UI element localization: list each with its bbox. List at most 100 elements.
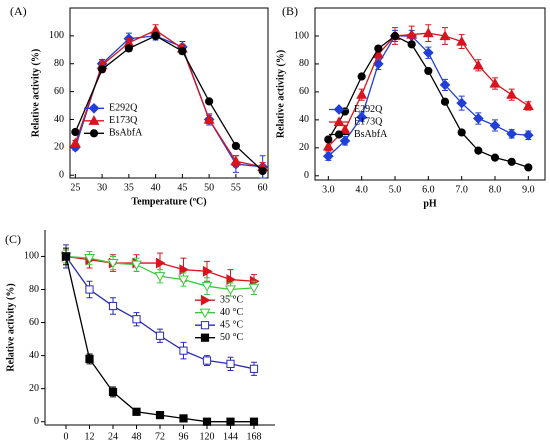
marker bbox=[98, 65, 107, 74]
marker bbox=[226, 359, 235, 368]
plot-frame bbox=[69, 7, 269, 179]
marker bbox=[71, 127, 80, 137]
marker bbox=[440, 97, 450, 106]
marker bbox=[474, 146, 483, 155]
y-tick-label: 40 bbox=[54, 114, 64, 125]
marker bbox=[457, 128, 466, 137]
y-tick-label: 60 bbox=[299, 86, 309, 97]
series-line bbox=[74, 29, 263, 168]
marker bbox=[201, 282, 213, 292]
x-tick-label: 30 bbox=[97, 182, 107, 193]
marker bbox=[248, 283, 260, 294]
x-axis-label: Temperature (ºC) bbox=[131, 196, 206, 207]
legend-marker bbox=[333, 104, 345, 115]
marker bbox=[202, 265, 213, 277]
marker bbox=[155, 257, 166, 269]
marker bbox=[356, 89, 368, 99]
panel-label: (A) bbox=[10, 4, 27, 18]
marker bbox=[61, 252, 71, 261]
marker bbox=[324, 135, 333, 144]
legend-marker bbox=[200, 321, 210, 330]
marker bbox=[339, 135, 351, 147]
legend-marker bbox=[334, 130, 344, 139]
marker bbox=[249, 417, 259, 426]
y-tick-label: 100 bbox=[294, 30, 309, 41]
x-tick-label: 144 bbox=[223, 431, 238, 442]
x-tick-label: 45 bbox=[177, 182, 187, 193]
marker bbox=[132, 315, 141, 324]
marker bbox=[456, 97, 467, 109]
marker bbox=[107, 258, 119, 269]
y-tick-label: 80 bbox=[29, 284, 39, 295]
marker bbox=[258, 166, 267, 176]
marker bbox=[424, 66, 433, 76]
marker bbox=[523, 129, 534, 141]
legend-label: 40 °C bbox=[220, 307, 243, 318]
marker bbox=[407, 40, 416, 49]
marker bbox=[178, 275, 189, 286]
marker bbox=[179, 414, 188, 423]
x-tick-label: 9.0 bbox=[522, 184, 535, 195]
y-tick-label: 80 bbox=[299, 58, 309, 69]
x-tick-label: 50 bbox=[204, 182, 214, 193]
marker bbox=[203, 113, 215, 124]
legend-marker bbox=[200, 294, 211, 306]
marker bbox=[69, 137, 81, 148]
marker bbox=[356, 111, 367, 123]
y-tick-label: 100 bbox=[49, 30, 64, 41]
marker bbox=[202, 417, 212, 426]
marker bbox=[439, 30, 451, 41]
x-tick-label: 48 bbox=[132, 431, 142, 442]
marker bbox=[524, 163, 533, 172]
marker bbox=[357, 72, 366, 81]
x-tick-label: 168 bbox=[247, 431, 262, 442]
legend-label: 50 °C bbox=[220, 332, 243, 343]
x-tick-label: 24 bbox=[108, 431, 118, 442]
marker bbox=[131, 260, 142, 271]
y-tick-label: 20 bbox=[54, 142, 64, 153]
legend-marker bbox=[200, 333, 210, 342]
marker bbox=[472, 59, 484, 70]
marker bbox=[422, 27, 434, 38]
y-tick-label: 0 bbox=[34, 416, 39, 427]
marker bbox=[226, 274, 237, 286]
marker bbox=[473, 113, 484, 124]
marker bbox=[322, 140, 334, 151]
marker bbox=[506, 89, 518, 99]
marker bbox=[84, 253, 95, 264]
x-tick-label: 6.0 bbox=[422, 184, 435, 195]
plot-frame bbox=[314, 7, 546, 181]
marker bbox=[406, 28, 418, 39]
x-tick-label: 40 bbox=[151, 182, 161, 193]
legend-label: 45 °C bbox=[220, 319, 243, 330]
y-tick-label: 20 bbox=[299, 142, 309, 153]
x-tick-label: 8.0 bbox=[489, 184, 502, 195]
marker bbox=[339, 124, 351, 134]
legend-label: E173Q bbox=[109, 115, 138, 126]
marker bbox=[132, 407, 141, 416]
legend-marker bbox=[333, 116, 345, 127]
legend-label: E173Q bbox=[354, 116, 383, 127]
y-tick-label: 0 bbox=[304, 170, 309, 181]
marker bbox=[374, 44, 383, 53]
x-tick-label: 7.0 bbox=[455, 184, 468, 195]
legend-label: 35 °C bbox=[220, 294, 243, 305]
y-tick-label: 60 bbox=[29, 317, 39, 328]
marker bbox=[205, 97, 214, 106]
marker bbox=[323, 150, 334, 162]
marker bbox=[231, 141, 240, 151]
legend-marker bbox=[89, 129, 99, 138]
legend-label: BsAbfA bbox=[354, 129, 388, 140]
legend-marker bbox=[199, 308, 211, 319]
marker bbox=[456, 35, 468, 46]
y-tick-label: 20 bbox=[29, 383, 39, 394]
series-line bbox=[74, 35, 263, 168]
marker bbox=[226, 417, 235, 426]
legend-label: E292Q bbox=[354, 104, 383, 115]
marker bbox=[390, 31, 400, 41]
marker bbox=[522, 100, 534, 110]
marker bbox=[489, 120, 501, 131]
marker bbox=[439, 79, 451, 91]
marker bbox=[202, 356, 212, 365]
y-axis-label: Relative activity (%) bbox=[5, 283, 16, 371]
